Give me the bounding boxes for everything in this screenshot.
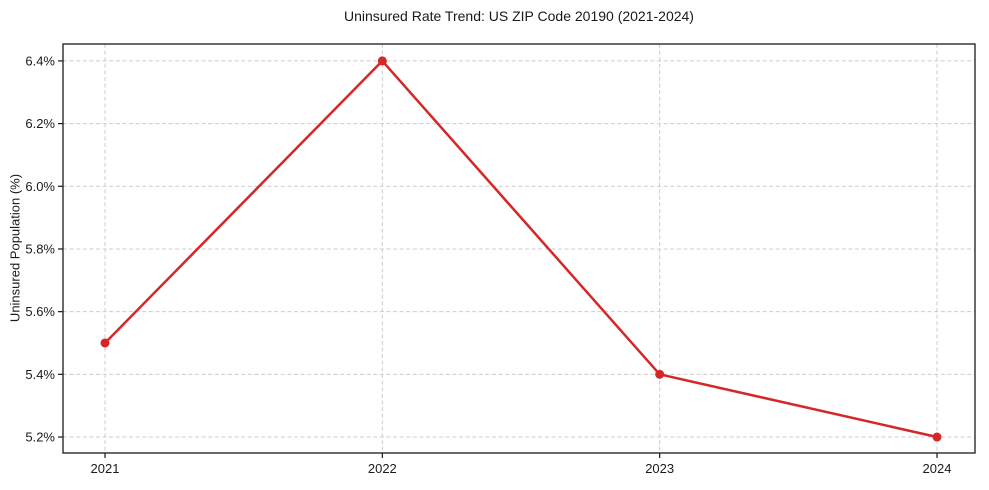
- y-tick-label: 5.4%: [25, 367, 55, 382]
- x-tick-label: 2021: [91, 461, 120, 476]
- chart-title: Uninsured Rate Trend: US ZIP Code 20190 …: [344, 8, 694, 24]
- y-tick-label: 5.2%: [25, 430, 55, 445]
- trend-line: [103, 59, 939, 439]
- x-tick-label: 2024: [923, 461, 952, 476]
- plot-border: [62, 43, 976, 454]
- data-point-2023: [655, 369, 665, 379]
- x-tick-label: 2023: [645, 461, 674, 476]
- y-tick-label: 5.8%: [25, 241, 55, 256]
- y-tick-label: 6.2%: [25, 116, 55, 131]
- data-point-2021: [100, 338, 110, 348]
- y-tick-label: 6.0%: [25, 179, 55, 194]
- data-point-2024: [932, 432, 942, 442]
- y-tick-label: 5.6%: [25, 304, 55, 319]
- x-tick-label: 2022: [368, 461, 397, 476]
- data-point-2022: [377, 56, 387, 66]
- y-tick-label: 6.4%: [25, 53, 55, 68]
